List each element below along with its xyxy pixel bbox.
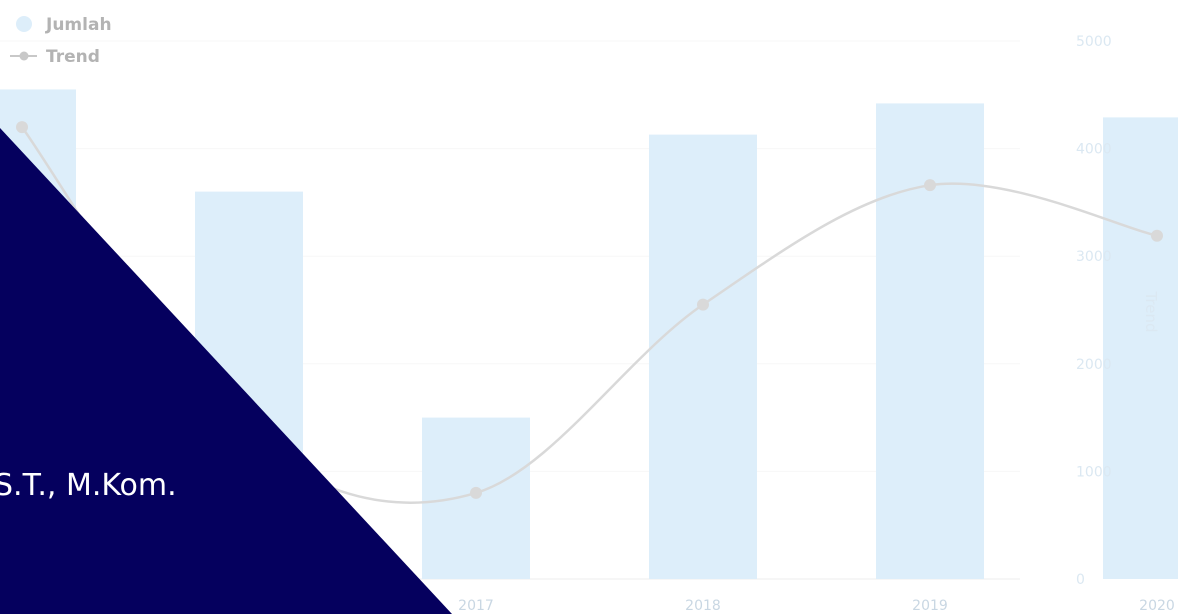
- y-axis-title: Trend: [1142, 290, 1160, 332]
- x-tick-label-2018: 2018: [685, 598, 721, 614]
- y-axis: 0 1000 2000 3000 4000 5000: [1076, 34, 1112, 588]
- x-tick-label-2019: 2019: [912, 598, 948, 614]
- trend-point-2015: [16, 121, 28, 134]
- legend-trend-label: Trend: [46, 47, 100, 67]
- trend-point-2020: [1151, 229, 1163, 242]
- legend-trend-marker: [19, 51, 29, 61]
- legend-jumlah-swatch: [16, 16, 32, 32]
- legend: Jumlah Trend: [10, 15, 112, 67]
- bar-2018: [649, 134, 757, 579]
- x-tick-label-2020: 2020: [1139, 598, 1175, 614]
- trend-point-2018: [697, 298, 709, 311]
- trend-point-2017: [470, 486, 482, 499]
- x-tick-label-2017: 2017: [458, 598, 494, 614]
- bar-2019: [876, 103, 984, 580]
- y-tick-label: 0: [1076, 572, 1085, 588]
- legend-jumlah-label: Jumlah: [45, 15, 112, 35]
- y-tick-label: 2000: [1076, 357, 1112, 373]
- trend-point-2019: [924, 179, 936, 192]
- legend-item-jumlah[interactable]: Jumlah: [16, 15, 112, 35]
- y-tick-label: 1000: [1076, 464, 1112, 480]
- overlay-caption: S.T., M.Kom.: [0, 468, 177, 503]
- y-tick-label: 5000: [1076, 34, 1112, 50]
- y-tick-label: 3000: [1076, 249, 1112, 265]
- y-tick-label: 4000: [1076, 142, 1112, 158]
- legend-item-trend[interactable]: Trend: [10, 47, 100, 67]
- bar-2020: [1103, 117, 1178, 580]
- overlay-triangle: [0, 128, 452, 614]
